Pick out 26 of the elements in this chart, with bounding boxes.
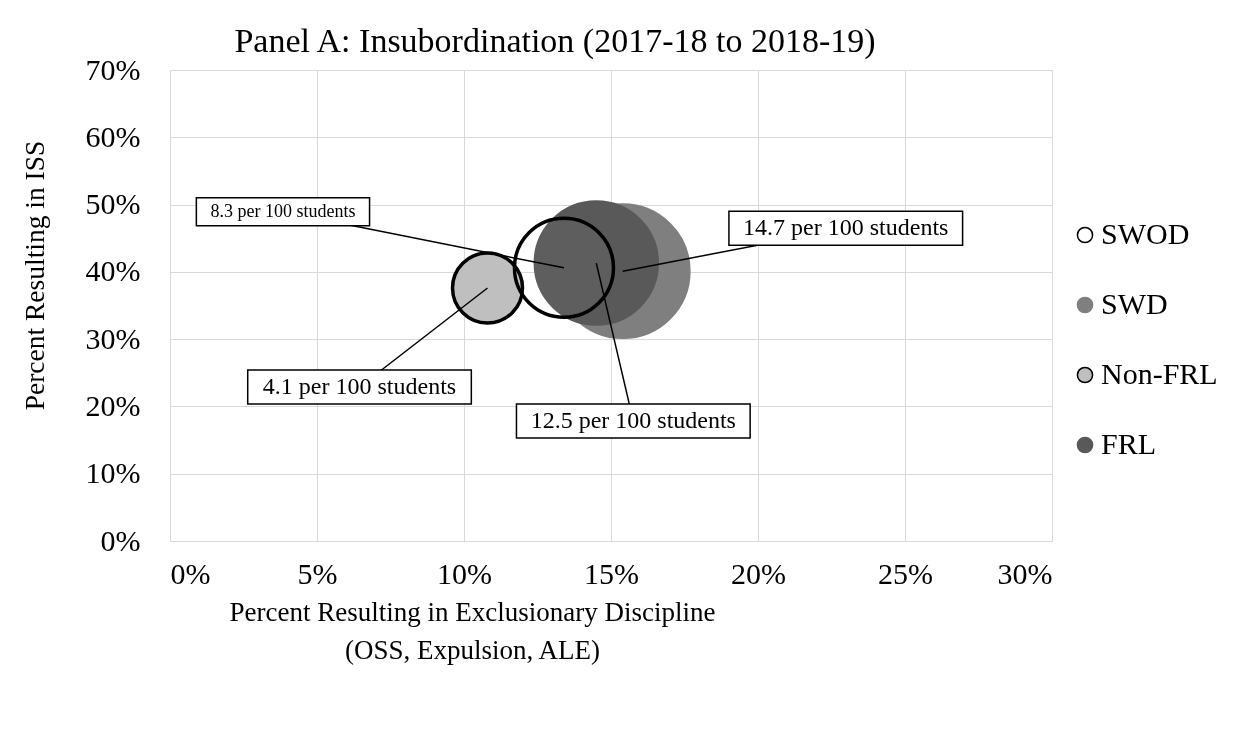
legend-label: Non-FRL [1101,357,1218,390]
chart-title: Panel A: Insubordination (2017-18 to 2018-19) [234,22,876,60]
legend-label: SWOD [1101,217,1190,250]
x-tick-label: 30% [997,556,1053,590]
x-tick-label: 15% [584,556,639,590]
x-tick-label: 0% [170,556,211,590]
y-tick-label: 40% [85,254,141,288]
y-tick-label: 50% [85,187,141,221]
legend-label: SWD [1101,287,1168,320]
y-tick-label: 0% [100,523,141,557]
y-axis-title: Percent Resulting in ISS [18,140,50,411]
annotation: 8.3 per 100 students [210,200,356,221]
y-tick-label: 30% [85,321,141,355]
x-tick-label: 20% [731,556,786,590]
x-tick-label: 5% [297,556,338,590]
y-tick-label: 70% [85,52,141,86]
y-tick-label: 60% [85,119,141,153]
legend-label: FRL [1101,427,1157,460]
annotation: 4.1 per 100 students [262,373,457,400]
annotation: 14.7 per 100 students [743,214,949,241]
annotation: 12.5 per 100 students [530,407,736,434]
x-tick-label: 10% [437,556,492,590]
y-tick-label: 20% [85,388,141,422]
x-tick-label: 25% [878,556,933,590]
x-axis-title: Percent Resulting in Exclusionary Discipline (OSS, Expulsion, ALE) [229,596,716,665]
y-tick-label: 10% [85,456,141,490]
